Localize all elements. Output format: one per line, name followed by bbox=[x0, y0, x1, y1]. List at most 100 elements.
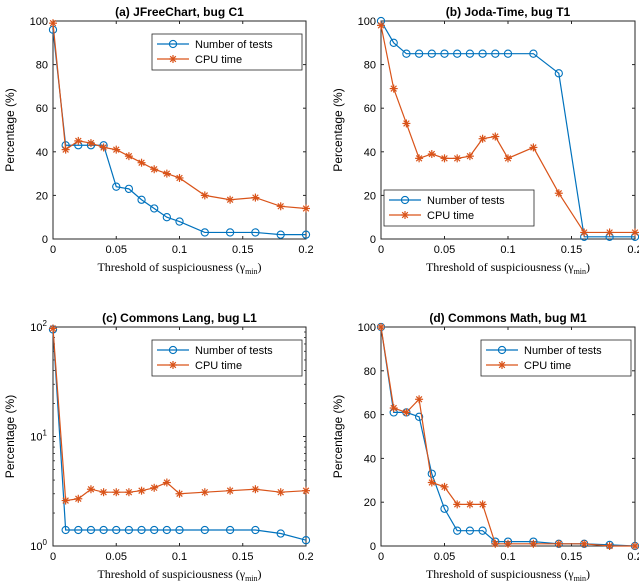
data-point bbox=[175, 489, 184, 498]
data-point bbox=[162, 169, 171, 178]
data-point bbox=[503, 49, 513, 58]
data-point bbox=[225, 228, 235, 237]
y-tick-label: 0 bbox=[370, 541, 376, 553]
data-point bbox=[61, 145, 70, 154]
data-point bbox=[175, 173, 184, 182]
x-tick-label: 0.2 bbox=[298, 244, 313, 256]
legend-box bbox=[151, 339, 303, 377]
data-point bbox=[49, 19, 57, 28]
data-point bbox=[251, 485, 260, 494]
series-cpu-time bbox=[377, 323, 639, 550]
legend-marker bbox=[169, 55, 177, 63]
data-point bbox=[251, 193, 260, 202]
y-tick-label: 0 bbox=[42, 234, 48, 246]
data-point bbox=[465, 500, 474, 509]
x-tick-label: 0 bbox=[50, 551, 56, 563]
data-point bbox=[377, 21, 385, 30]
legend-box bbox=[151, 33, 303, 71]
data-point bbox=[137, 158, 146, 167]
data-point bbox=[74, 525, 83, 535]
data-point bbox=[377, 323, 385, 331]
data-point bbox=[491, 132, 500, 141]
data-point bbox=[453, 500, 462, 509]
data-point bbox=[162, 213, 171, 222]
data-point bbox=[301, 230, 311, 239]
data-point bbox=[427, 478, 436, 487]
data-point bbox=[124, 152, 133, 161]
x-tick-label: 0.1 bbox=[172, 244, 187, 256]
legend-item: Number of tests bbox=[157, 39, 273, 51]
data-point bbox=[427, 149, 436, 158]
legend-label: CPU time bbox=[524, 360, 571, 372]
legend-label: Number of tests bbox=[195, 39, 273, 51]
data-point bbox=[465, 152, 474, 161]
data-point bbox=[150, 483, 159, 492]
data-point bbox=[112, 525, 121, 535]
legend-item: CPU time bbox=[486, 360, 571, 372]
legend-marker bbox=[497, 345, 507, 355]
x-tick-label: 0.2 bbox=[627, 551, 639, 563]
data-point bbox=[112, 488, 121, 497]
legend-marker bbox=[401, 211, 409, 219]
data-point bbox=[478, 500, 487, 509]
subplot-title: (c) Commons Lang, bug L1 bbox=[102, 311, 257, 325]
data-point bbox=[61, 525, 70, 535]
data-point bbox=[389, 404, 398, 413]
subplot-1: 0 0.05 0.1 0.15 0.2 0 20 40 60 80 100 (a) JFreeChar… bbox=[3, 5, 314, 276]
y-tick-label: 40 bbox=[36, 147, 48, 159]
y-tick-label: 80 bbox=[36, 60, 48, 72]
y-tick-label: 60 bbox=[364, 410, 376, 422]
x-tick-label: 0 bbox=[378, 244, 384, 256]
x-tick-label: 0.2 bbox=[298, 551, 313, 563]
legend-item: Number of tests bbox=[486, 345, 602, 357]
x-tick-label: 0.1 bbox=[172, 551, 187, 563]
y-tick-label: 40 bbox=[364, 147, 376, 159]
data-point bbox=[415, 395, 424, 404]
data-point bbox=[225, 525, 235, 535]
data-point bbox=[580, 539, 589, 548]
data-point bbox=[440, 49, 449, 58]
data-point bbox=[453, 154, 462, 163]
y-tick-label: 100 bbox=[30, 16, 48, 28]
data-point bbox=[415, 154, 424, 163]
legend-marker bbox=[400, 195, 410, 205]
series-line bbox=[380, 20, 635, 238]
data-point bbox=[504, 539, 512, 548]
series-cpu-time bbox=[377, 21, 639, 237]
data-point bbox=[402, 408, 411, 417]
x-tick-label: 0.05 bbox=[106, 244, 127, 256]
x-tick-label: 0.05 bbox=[434, 551, 455, 563]
data-point bbox=[124, 525, 134, 535]
data-point bbox=[554, 69, 563, 78]
data-point bbox=[175, 217, 184, 226]
data-point bbox=[631, 228, 639, 237]
data-point bbox=[99, 143, 108, 152]
data-point bbox=[529, 143, 538, 152]
x-tick-label: 0.1 bbox=[500, 244, 515, 256]
data-point bbox=[631, 542, 639, 550]
data-point bbox=[276, 488, 285, 497]
y-tick-label: 20 bbox=[36, 190, 48, 202]
x-tick-label: 0 bbox=[50, 244, 56, 256]
data-point bbox=[124, 488, 133, 497]
data-point bbox=[226, 195, 235, 204]
data-point bbox=[302, 486, 310, 495]
series-cpu-time bbox=[49, 19, 310, 213]
data-point bbox=[112, 145, 121, 154]
data-point bbox=[427, 469, 436, 478]
series-number-of-tests bbox=[48, 25, 311, 239]
data-point bbox=[200, 488, 209, 497]
data-point bbox=[200, 191, 209, 200]
data-point bbox=[150, 525, 159, 535]
legend-label: Number of tests bbox=[427, 195, 505, 207]
data-point bbox=[61, 496, 70, 505]
legend-marker bbox=[498, 361, 506, 369]
y-tick-label: 100 bbox=[358, 322, 376, 334]
data-point bbox=[478, 134, 487, 143]
data-point bbox=[302, 204, 310, 213]
data-point bbox=[491, 49, 500, 58]
x-tick-label: 0.1 bbox=[500, 551, 515, 563]
data-point bbox=[529, 539, 538, 548]
y-tick-label: 101 bbox=[30, 429, 47, 444]
x-axis-label: Threshold of suspiciousness (γmin) bbox=[426, 260, 590, 276]
